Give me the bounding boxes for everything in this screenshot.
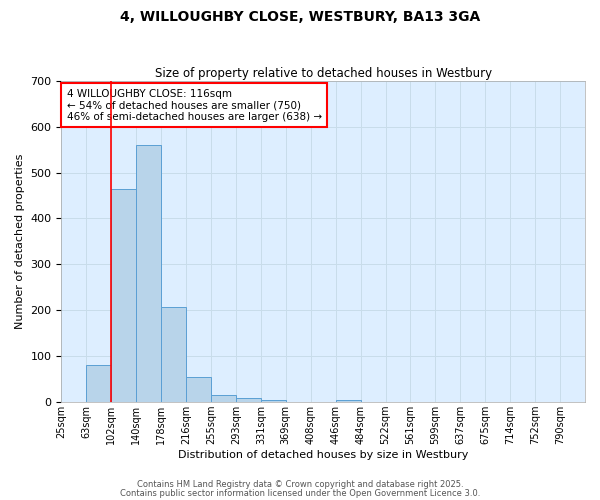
Y-axis label: Number of detached properties: Number of detached properties xyxy=(15,154,25,329)
Bar xyxy=(236,398,261,402)
X-axis label: Distribution of detached houses by size in Westbury: Distribution of detached houses by size … xyxy=(178,450,469,460)
Bar xyxy=(111,188,136,402)
Title: Size of property relative to detached houses in Westbury: Size of property relative to detached ho… xyxy=(155,66,492,80)
Bar xyxy=(86,366,111,402)
Text: Contains public sector information licensed under the Open Government Licence 3.: Contains public sector information licen… xyxy=(120,488,480,498)
Bar xyxy=(186,377,211,402)
Bar xyxy=(161,307,186,402)
Text: Contains HM Land Registry data © Crown copyright and database right 2025.: Contains HM Land Registry data © Crown c… xyxy=(137,480,463,489)
Text: 4, WILLOUGHBY CLOSE, WESTBURY, BA13 3GA: 4, WILLOUGHBY CLOSE, WESTBURY, BA13 3GA xyxy=(120,10,480,24)
Text: 4 WILLOUGHBY CLOSE: 116sqm
← 54% of detached houses are smaller (750)
46% of sem: 4 WILLOUGHBY CLOSE: 116sqm ← 54% of deta… xyxy=(67,88,322,122)
Bar xyxy=(335,400,361,402)
Bar xyxy=(261,400,286,402)
Bar xyxy=(136,145,161,402)
Bar xyxy=(211,396,236,402)
